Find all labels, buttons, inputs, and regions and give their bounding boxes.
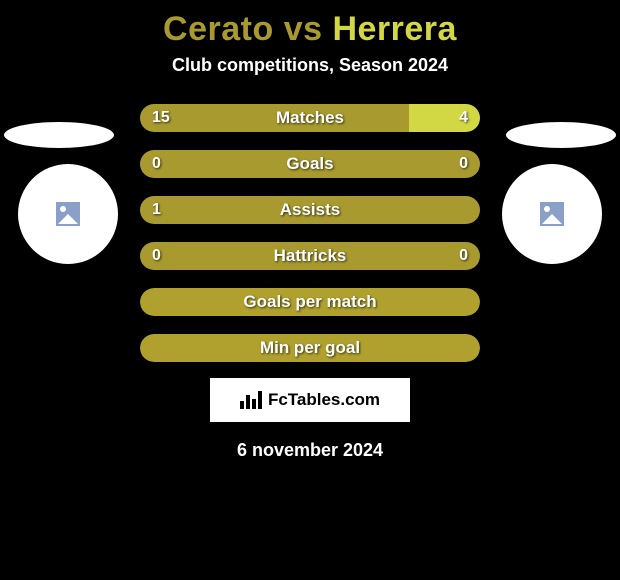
stat-row: 00Goals [140, 150, 480, 178]
bar-neutral [140, 288, 480, 316]
flag-left-icon [4, 122, 114, 148]
stat-bars: 154Matches 00Goals 1Assists 00Hattricks Goal… [140, 104, 480, 362]
stat-row: Goals per match [140, 288, 480, 316]
comparison-stage: 154Matches 00Goals 1Assists 00Hattricks Goal… [0, 104, 620, 461]
footer-date: 6 november 2024 [0, 440, 620, 461]
subtitle: Club competitions, Season 2024 [0, 55, 620, 76]
bar-segment-right [409, 104, 480, 132]
bar-chart-icon [240, 391, 262, 409]
bar-segment-left [140, 196, 480, 224]
title-player-right: Herrera [332, 10, 456, 48]
stat-row: 00Hattricks [140, 242, 480, 270]
site-logo: FcTables.com [210, 378, 410, 422]
bar-segment-left [140, 242, 480, 270]
avatar-left [18, 164, 118, 264]
bar-segment-left [140, 150, 480, 178]
placeholder-image-icon [56, 202, 80, 226]
bar-neutral [140, 334, 480, 362]
stat-row: 1Assists [140, 196, 480, 224]
avatar-right [502, 164, 602, 264]
bar-segment-left [140, 104, 409, 132]
placeholder-image-icon [540, 202, 564, 226]
title-player-left: Cerato [163, 10, 274, 48]
page-title: Cerato vs Herrera [0, 0, 620, 49]
title-vs: vs [274, 10, 333, 48]
stat-row: 154Matches [140, 104, 480, 132]
stat-row: Min per goal [140, 334, 480, 362]
flag-right-icon [506, 122, 616, 148]
site-logo-text: FcTables.com [268, 390, 380, 410]
